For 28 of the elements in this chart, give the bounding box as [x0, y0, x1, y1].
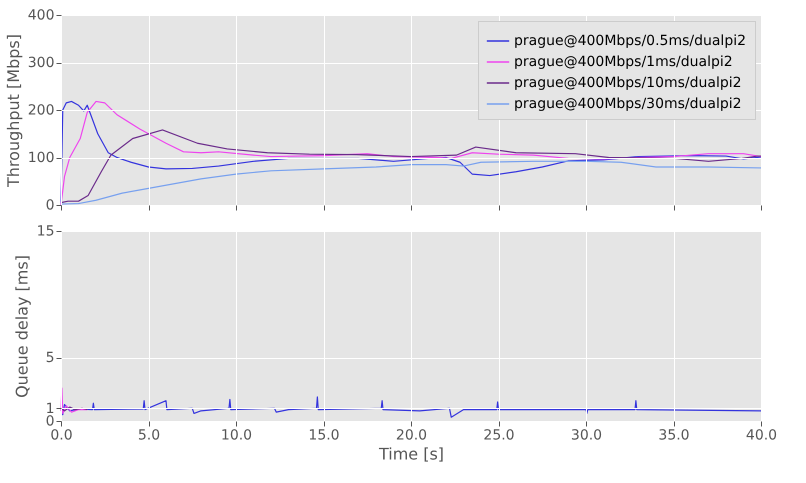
y-tick-label: 300 [28, 55, 54, 71]
legend-label: prague@400Mbps/0.5ms/dualpi2 [514, 33, 746, 49]
x-axis-title: Time [s] [378, 444, 444, 464]
x-tick-label: 35.0 [658, 428, 690, 444]
x-tick-label: 40.0 [746, 428, 778, 444]
y-axis-title: Throughput [Mbps] [4, 34, 23, 188]
y-tick-label: 400 [28, 8, 54, 24]
legend-label: prague@400Mbps/10ms/dualpi2 [514, 75, 742, 91]
line-series [60, 129, 762, 204]
line-series [60, 160, 762, 205]
x-tick-label: 20.0 [396, 428, 428, 444]
legend-label: prague@400Mbps/1ms/dualpi2 [514, 54, 733, 70]
y-tick-label: 5 [46, 350, 54, 366]
legend-label: prague@400Mbps/30ms/dualpi2 [514, 96, 742, 112]
x-tick-label: 15.0 [308, 428, 340, 444]
y-tick-label: 100 [28, 150, 54, 166]
y-axis-title: Queue delay [ms] [12, 255, 32, 398]
y-tick-label: 0 [46, 198, 54, 214]
x-tick-label: 30.0 [570, 428, 602, 444]
x-tick-label: 0.0 [50, 428, 73, 444]
x-tick-label: 5.0 [138, 428, 160, 444]
line-series [60, 387, 88, 414]
x-tick-label: 10.0 [220, 428, 252, 444]
y-tick-label: 15 [36, 224, 54, 240]
x-tick-label: 25.0 [483, 428, 515, 444]
y-tick-label: 0 [46, 414, 54, 430]
line-series [60, 396, 762, 418]
y-tick-label: 200 [28, 102, 54, 118]
